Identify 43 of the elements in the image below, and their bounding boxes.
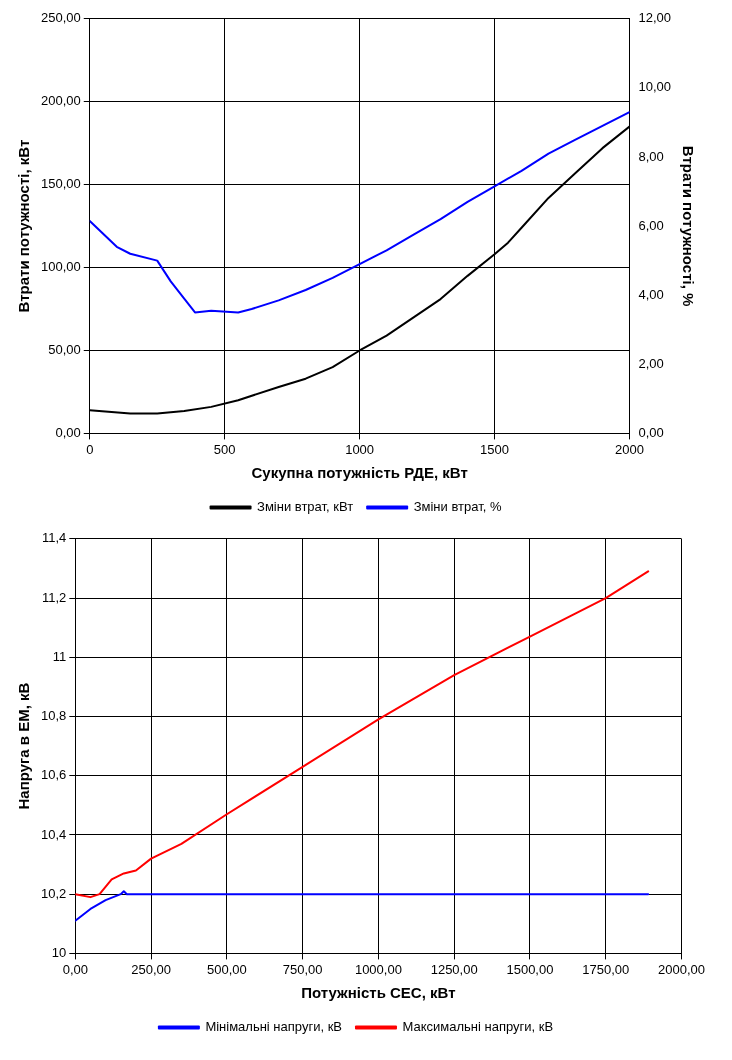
x-tick-label: 250,00 [131,961,171,977]
y2-tick-label: 10,00 [638,79,672,95]
y2-tick-label: 0,00 [638,424,664,440]
y-tick-label: 0,00 [55,424,81,440]
y-tick-label: 10,4 [40,826,67,842]
legend-label: Зміни втрат, кВт [257,499,354,515]
x-tick-label: 500,00 [206,961,247,977]
x-axis-title: Потужність СЕС, кВт [301,984,456,1002]
y-tick-label: 150,00 [41,176,81,192]
y-tick-label: 10,8 [40,708,67,724]
y-axis-title: Напруга в ЕМ, кВ [15,682,33,810]
y-tick-label: 50,00 [48,342,81,358]
y-axis-title: Втрати потужності, кВт [15,139,33,313]
y2-tick-label: 6,00 [638,217,664,233]
x-tick-label: 1500 [480,441,509,457]
x-tick-label: 2000 [615,441,644,457]
y2-axis-title: Втрати потужності, % [679,145,697,307]
y2-tick-label: 8,00 [638,148,664,164]
y2-tick-label: 12,00 [638,10,672,26]
x-tick-label: 2000,00 [658,961,705,977]
x-axis-title: Сукупна потужність РДЕ, кВт [251,464,468,482]
y-tick-label: 100,00 [41,259,81,275]
x-tick-label: 750,00 [282,961,323,977]
y-tick-label: 10,6 [40,767,67,783]
y2-tick-label: 4,00 [638,286,664,302]
legend-label: Максимальні напруги, кВ [402,1019,554,1035]
y2-tick-label: 2,00 [638,355,664,371]
y-tick-label: 200,00 [41,93,81,109]
x-tick-label: 1750,00 [582,961,630,977]
x-tick-label: 1250,00 [430,961,478,977]
x-tick-label: 1000 [345,441,375,457]
y-tick-label: 250,00 [41,10,81,26]
legend-label: Зміни втрат, % [413,499,502,515]
x-tick-label: 0 [86,441,94,457]
y-tick-label: 10 [51,944,67,960]
y-tick-label: 11,4 [41,530,67,546]
y-tick-label: 11,2 [41,589,67,605]
x-tick-label: 1500,00 [506,961,554,977]
y-tick-label: 11 [52,648,67,664]
legend-label: Мінімальні напруги, кВ [205,1019,342,1035]
y-tick-label: 10,2 [40,885,67,901]
x-tick-label: 500 [213,441,236,457]
x-tick-label: 1000,00 [354,961,402,977]
